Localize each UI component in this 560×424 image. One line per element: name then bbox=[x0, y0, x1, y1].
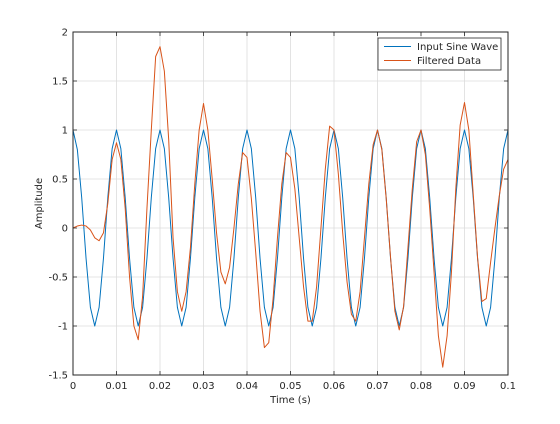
y-tick-label: 1.5 bbox=[52, 77, 68, 88]
x-tick-label: 0.04 bbox=[236, 381, 258, 392]
x-tick-label: 0.05 bbox=[279, 381, 301, 392]
x-tick-label: 0.01 bbox=[105, 381, 127, 392]
y-axis-label: Amplitude bbox=[34, 178, 45, 229]
legend: Input Sine Wave Filtered Data bbox=[377, 37, 502, 71]
legend-label-input-sine-wave: Input Sine Wave bbox=[417, 42, 498, 53]
plot-series bbox=[72, 46, 509, 368]
series-line-filtered-data bbox=[72, 46, 509, 368]
y-tick-label: 1 bbox=[62, 126, 68, 137]
axis-ticks: 0 0.01 0.02 0.03 0.04 0.05 0.06 0.07 0.08 0.09 0.1… bbox=[48, 28, 515, 393]
y-tick-label: -1 bbox=[58, 322, 68, 333]
y-tick-label: -1.5 bbox=[48, 371, 68, 382]
legend-box bbox=[377, 37, 502, 71]
grid bbox=[72, 31, 509, 376]
x-tick-label: 0.03 bbox=[192, 381, 214, 392]
y-tick-label: 0.5 bbox=[52, 175, 68, 186]
x-tick-label: 0.06 bbox=[323, 381, 345, 392]
series-line-input-sine-wave bbox=[72, 129, 509, 327]
y-tick-label: -0.5 bbox=[48, 273, 68, 284]
x-tick-label: 0.08 bbox=[410, 381, 432, 392]
x-tick-label: 0 bbox=[70, 381, 76, 392]
x-tick-label: 0.07 bbox=[366, 381, 388, 392]
x-tick-label: 0.09 bbox=[453, 381, 475, 392]
x-tick-label: 0.02 bbox=[149, 381, 171, 392]
x-axis-label: Time (s) bbox=[269, 395, 311, 406]
x-tick-label: 0.1 bbox=[500, 381, 516, 392]
y-tick-label: 2 bbox=[62, 28, 68, 39]
y-tick-label: 0 bbox=[62, 224, 68, 235]
legend-label-filtered-data: Filtered Data bbox=[417, 56, 481, 67]
